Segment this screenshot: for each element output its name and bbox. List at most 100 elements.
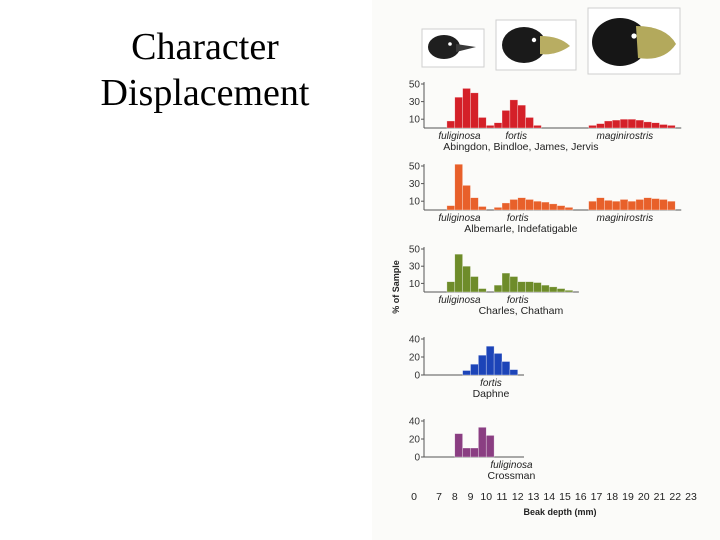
histogram-bar [446,205,456,211]
x-tick-label: 20 [638,491,650,503]
species-label: maginirostris [597,213,654,224]
histogram-bar [462,185,471,211]
histogram-bar [643,121,652,129]
x-tick-label: 9 [468,491,474,503]
histogram-bar [517,104,526,129]
histogram-bar [493,122,503,129]
panel-2: 50 30 10 fuliginosa fortis maginirostris Albem… [409,162,682,235]
histogram-bar [517,197,526,211]
x-tick-label: 12 [512,491,524,503]
histogram-bar [454,163,463,211]
island-label: Albemarle, Indefatigable [464,223,577,235]
histogram-bar [604,120,613,129]
histogram-bar [667,200,676,211]
histogram-bar [659,124,668,129]
y-tick-label: 0 [414,371,420,382]
species-label: fuliginosa [438,213,481,224]
histogram-bar [478,354,487,376]
x-tick-label: 11 [497,491,508,503]
species-label: fortis [507,295,529,306]
y-tick-label: 40 [409,417,421,428]
histogram-bar [509,199,519,211]
histogram-bar [651,122,660,129]
histogram-bar [667,125,676,129]
histogram-bar [485,345,495,376]
island-label: Abingdon, Bindloe, James, Jervis [443,141,598,153]
histogram-bar [651,198,660,211]
histogram-bar [659,199,668,211]
species-label: maginirostris [597,131,654,142]
histogram-bar [548,203,558,211]
histogram-bar [446,120,456,129]
histogram-bar [611,119,621,129]
species-label: fortis [505,131,527,142]
histogram-bar [509,276,519,293]
histogram-bar [501,272,511,293]
y-axis-label: % of Sample [391,260,401,314]
finch-head-large-icon [587,7,681,75]
histogram-bar [635,119,645,129]
histogram-bar [509,99,519,129]
x-axis-ticks: 0 7 8 9 10 11 12 13 14 15 16 17 18 19 20 21 22 23 [411,491,697,503]
histogram-bar [619,199,629,211]
histogram-bar [548,286,558,293]
y-tick-label: 30 [409,262,421,273]
species-label: fuliginosa [490,460,533,471]
histogram-bar [485,125,495,129]
histogram-bar [588,125,597,129]
figure-panel: % of Sample 50 30 10 fuliginosa fortis magini… [372,0,720,540]
histogram-bar [643,197,652,211]
panel-1: 50 30 10 fuliginosa fortis maginirostrisAbing… [409,80,682,153]
island-label: Crossman [488,470,536,482]
histogram-bar [454,433,463,458]
island-label: Daphne [473,388,510,400]
histogram-bar [619,118,629,129]
finch-head-small-icon [421,28,485,68]
y-tick-label: 10 [409,115,421,126]
y-tick-label: 20 [409,353,421,364]
histogram-bar [596,123,605,129]
histogram-bar [564,207,574,211]
histogram-bar [525,281,534,293]
x-tick-label: 16 [575,491,587,503]
beak-depth-histograms: % of Sample 50 30 10 fuliginosa fortis magini… [391,7,697,517]
x-tick-label: 23 [685,491,697,503]
histogram-bar [635,199,645,211]
y-tick-label: 30 [409,179,421,190]
x-tick-label: 0 [411,491,417,503]
x-tick-label: 22 [669,491,681,503]
species-label: fuliginosa [438,295,481,306]
histogram-bar [627,200,637,211]
histogram-bar [478,117,487,129]
y-tick-label: 50 [409,245,421,256]
histogram-bar [541,284,550,293]
histogram-bar [462,88,471,129]
histogram-bar [478,288,487,293]
x-tick-label: 14 [543,491,555,503]
y-tick-label: 10 [409,197,421,208]
title-line-2: Displacement [100,72,310,114]
y-tick-label: 30 [409,97,421,108]
histogram-bar [493,207,503,211]
histogram-bar [470,197,479,211]
histogram-bar [533,282,542,293]
histogram-bar [478,426,487,458]
x-tick-label: 8 [452,491,458,503]
histogram-bar [501,110,511,129]
histogram-bar [478,206,487,211]
histogram-bar [588,200,597,211]
histogram-bar [446,281,456,293]
histogram-bar [470,447,479,458]
y-tick-label: 50 [409,80,421,91]
histogram-bar [454,96,463,129]
histogram-bar [541,201,550,211]
histogram-bar [462,265,471,293]
histogram-bar [470,363,479,376]
histogram-bar [533,125,542,129]
species-label: fuliginosa [438,131,481,142]
histogram-bar [470,276,479,293]
